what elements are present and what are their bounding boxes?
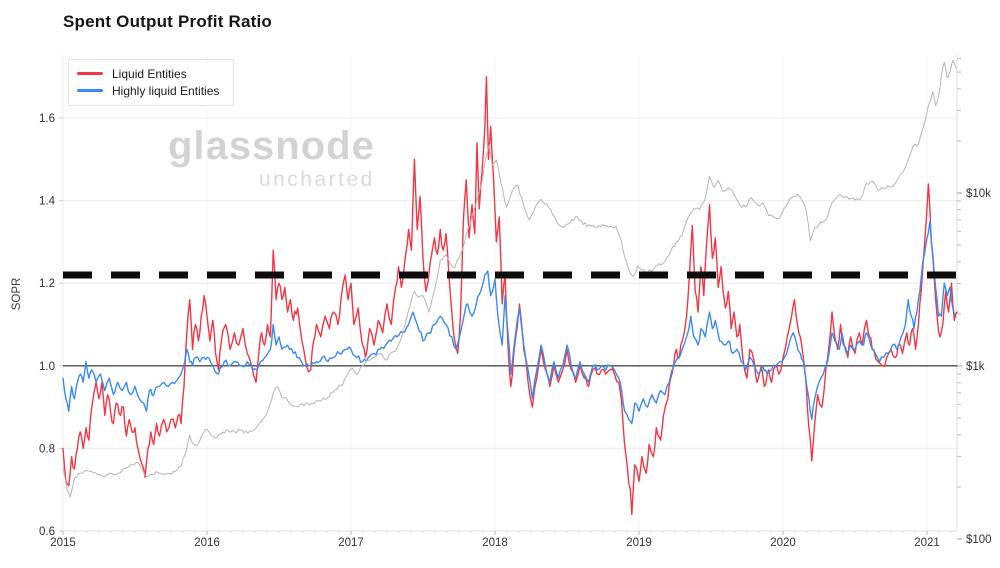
liquid-entities-line-swatch xyxy=(77,72,103,75)
price-tick-label: $10k xyxy=(966,188,991,200)
x-tick-label: 2016 xyxy=(194,537,220,549)
sopr-tick-label: 0.6 xyxy=(39,526,55,538)
legend-item-liquid-entities[interactable]: Liquid Entities xyxy=(77,65,219,82)
y-axis-label: SOPR xyxy=(11,277,23,311)
legend-box: Liquid Entities Highly liquid Entities xyxy=(68,59,235,106)
series-highly-liquid-entities[interactable] xyxy=(62,220,957,425)
sopr-tick-label: 1.2 xyxy=(39,278,55,290)
x-tick-label: 2018 xyxy=(482,537,508,549)
price-tick-label: $1k xyxy=(966,361,985,373)
legend-label: Liquid Entities xyxy=(112,66,187,81)
series-price-usd[interactable] xyxy=(62,59,957,498)
series-liquid-entities[interactable] xyxy=(62,76,958,516)
x-tick-label: 2019 xyxy=(626,537,652,549)
sopr-tick-label: 1.0 xyxy=(39,361,55,373)
x-tick-label: 2020 xyxy=(770,537,796,549)
highly-liquid-entities-line-swatch xyxy=(77,89,103,92)
legend-item-highly-liquid-entities[interactable]: Highly liquid Entities xyxy=(77,82,219,99)
price-tick-label: $100 xyxy=(966,534,992,546)
x-tick-label: 2015 xyxy=(50,537,76,549)
legend-label: Highly liquid Entities xyxy=(112,83,220,98)
x-tick-label: 2017 xyxy=(338,537,364,549)
page-title: Spent Output Profit Ratio xyxy=(63,12,272,31)
x-tick-label: 2021 xyxy=(914,537,940,549)
watermark-subbrand: uncharted xyxy=(258,168,375,191)
sopr-tick-label: 0.8 xyxy=(39,443,55,455)
watermark-brand: glassnode xyxy=(168,124,375,168)
sopr-tick-label: 1.6 xyxy=(39,113,55,125)
sopr-tick-label: 1.4 xyxy=(39,196,56,208)
glassnode-watermark: glassnode uncharted xyxy=(168,126,375,190)
